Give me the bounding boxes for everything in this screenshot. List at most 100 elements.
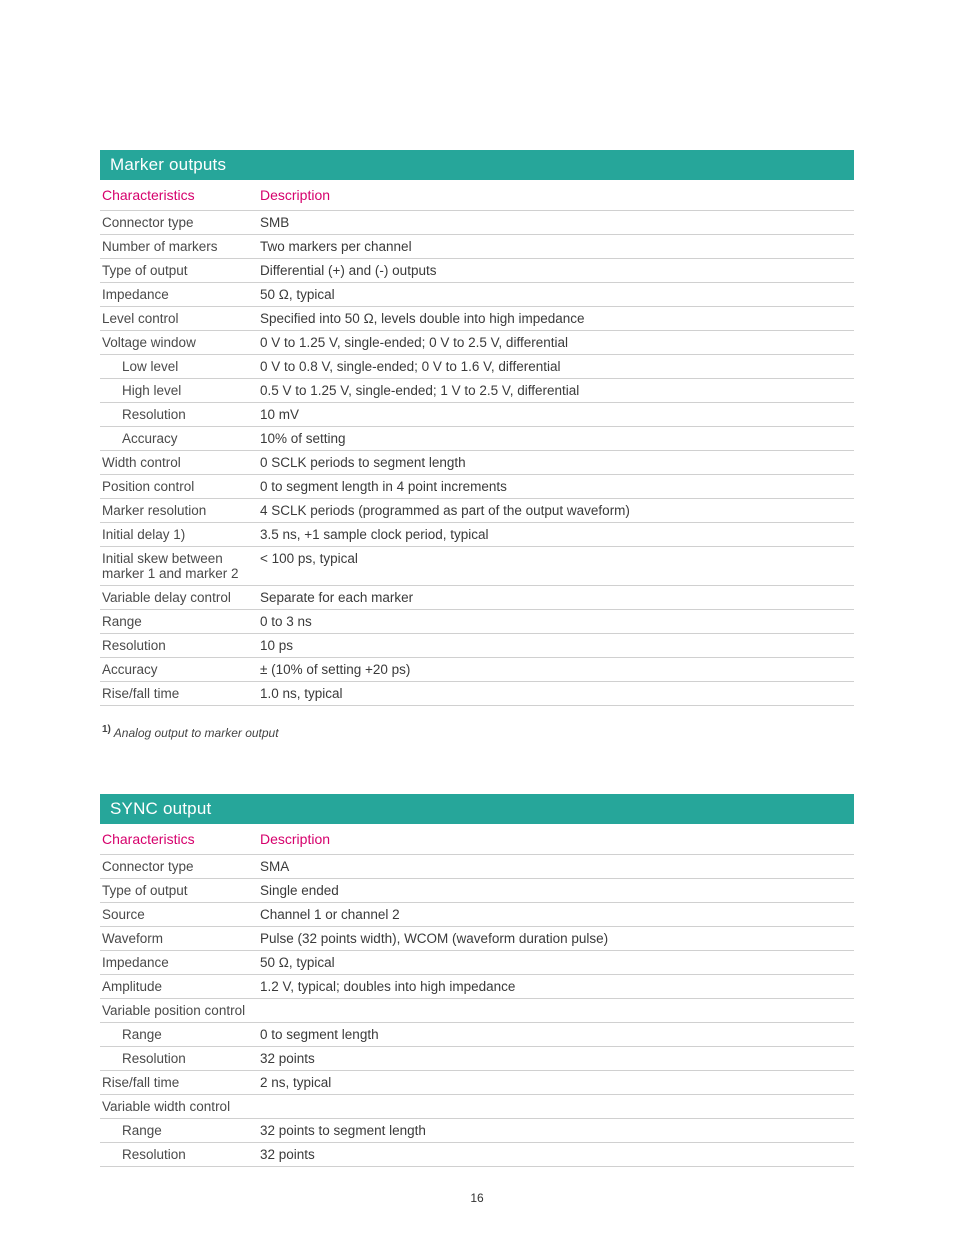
- table-row: Number of markersTwo markers per channel: [100, 235, 854, 259]
- table-row: Resolution10 ps: [100, 634, 854, 658]
- spec-table: SYNC outputCharacteristicsDescriptionCon…: [100, 794, 854, 1167]
- table-row: Initial skew between marker 1 and marker…: [100, 547, 854, 586]
- table-row: Variable delay controlSeparate for each …: [100, 586, 854, 610]
- table-row: Rise/fall time1.0 ns, typical: [100, 682, 854, 706]
- cell-description: Pulse (32 points width), WCOM (waveform …: [260, 927, 854, 950]
- cell-description: [260, 1095, 854, 1103]
- cell-description: 32 points: [260, 1047, 854, 1070]
- table-row: Range0 to segment length: [100, 1023, 854, 1047]
- cell-characteristic: Impedance: [100, 283, 260, 306]
- cell-description: 2 ns, typical: [260, 1071, 854, 1094]
- cell-characteristic: Type of output: [100, 879, 260, 902]
- table-row: SourceChannel 1 or channel 2: [100, 903, 854, 927]
- cell-description: 0.5 V to 1.25 V, single-ended; 1 V to 2.…: [260, 379, 854, 402]
- column-header-characteristics: Characteristics: [100, 180, 260, 210]
- cell-characteristic: Level control: [100, 307, 260, 330]
- footnote-text: Analog output to marker output: [111, 726, 279, 740]
- cell-description: Differential (+) and (-) outputs: [260, 259, 854, 282]
- cell-description: Separate for each marker: [260, 586, 854, 609]
- table-row: Variable position control: [100, 999, 854, 1023]
- table-header-bar: SYNC output: [100, 794, 854, 824]
- table-row: Range32 points to segment length: [100, 1119, 854, 1143]
- cell-description: 0 to 3 ns: [260, 610, 854, 633]
- cell-characteristic: Marker resolution: [100, 499, 260, 522]
- cell-characteristic: Rise/fall time: [100, 682, 260, 705]
- table-row: WaveformPulse (32 points width), WCOM (w…: [100, 927, 854, 951]
- cell-characteristic: Width control: [100, 451, 260, 474]
- cell-description: Channel 1 or channel 2: [260, 903, 854, 926]
- cell-description: 0 to segment length: [260, 1023, 854, 1046]
- cell-characteristic: Source: [100, 903, 260, 926]
- table-header-spacer: [260, 150, 854, 180]
- cell-description: 10% of setting: [260, 427, 854, 450]
- cell-description: 1.0 ns, typical: [260, 682, 854, 705]
- table-header-bar: Marker outputs: [100, 150, 854, 180]
- table-row: High level0.5 V to 1.25 V, single-ended;…: [100, 379, 854, 403]
- table-row: Amplitude1.2 V, typical; doubles into hi…: [100, 975, 854, 999]
- table-row: Accuracy10% of setting: [100, 427, 854, 451]
- table-row: Accuracy± (10% of setting +20 ps): [100, 658, 854, 682]
- table-row: Connector typeSMA: [100, 855, 854, 879]
- cell-description: 50 Ω, typical: [260, 283, 854, 306]
- table-row: Resolution10 mV: [100, 403, 854, 427]
- cell-characteristic: Rise/fall time: [100, 1071, 260, 1094]
- cell-description: < 100 ps, typical: [260, 547, 854, 570]
- cell-description: SMB: [260, 211, 854, 234]
- column-header-characteristics: Characteristics: [100, 824, 260, 854]
- table-row: Range0 to 3 ns: [100, 610, 854, 634]
- cell-description: 50 Ω, typical: [260, 951, 854, 974]
- cell-description: [260, 999, 854, 1007]
- cell-characteristic: High level: [100, 379, 260, 402]
- cell-description: ± (10% of setting +20 ps): [260, 658, 854, 681]
- table-row: Low level0 V to 0.8 V, single-ended; 0 V…: [100, 355, 854, 379]
- column-header-row: CharacteristicsDescription: [100, 180, 854, 211]
- cell-description: 10 mV: [260, 403, 854, 426]
- spec-table: Marker outputsCharacteristicsDescription…: [100, 150, 854, 706]
- cell-description: Specified into 50 Ω, levels double into …: [260, 307, 854, 330]
- cell-characteristic: Waveform: [100, 927, 260, 950]
- cell-characteristic: Variable position control: [100, 999, 260, 1022]
- cell-characteristic: Impedance: [100, 951, 260, 974]
- cell-description: 3.5 ns, +1 sample clock period, typical: [260, 523, 854, 546]
- cell-characteristic: Range: [100, 610, 260, 633]
- cell-characteristic: Low level: [100, 355, 260, 378]
- cell-description: 0 to segment length in 4 point increment…: [260, 475, 854, 498]
- table-row: Type of outputDifferential (+) and (-) o…: [100, 259, 854, 283]
- cell-characteristic: Accuracy: [100, 658, 260, 681]
- cell-characteristic: Resolution: [100, 1047, 260, 1070]
- cell-characteristic: Position control: [100, 475, 260, 498]
- table-row: Width control0 SCLK periods to segment l…: [100, 451, 854, 475]
- column-header-row: CharacteristicsDescription: [100, 824, 854, 855]
- cell-characteristic: Number of markers: [100, 235, 260, 258]
- table-row: Type of outputSingle ended: [100, 879, 854, 903]
- table-row: Resolution32 points: [100, 1047, 854, 1071]
- cell-characteristic: Initial skew between marker 1 and marker…: [100, 547, 260, 585]
- cell-characteristic: Resolution: [100, 634, 260, 657]
- table-row: Voltage window0 V to 1.25 V, single-ende…: [100, 331, 854, 355]
- footnote: 1) Analog output to marker output: [100, 720, 854, 740]
- cell-description: Single ended: [260, 879, 854, 902]
- column-header-description: Description: [260, 180, 854, 210]
- cell-characteristic: Range: [100, 1023, 260, 1046]
- cell-description: Two markers per channel: [260, 235, 854, 258]
- cell-description: 0 V to 0.8 V, single-ended; 0 V to 1.6 V…: [260, 355, 854, 378]
- cell-characteristic: Variable width control: [100, 1095, 260, 1118]
- cell-characteristic: Resolution: [100, 403, 260, 426]
- table-row: Rise/fall time2 ns, typical: [100, 1071, 854, 1095]
- cell-characteristic: Variable delay control: [100, 586, 260, 609]
- table-row: Marker resolution4 SCLK periods (program…: [100, 499, 854, 523]
- table-row: Position control0 to segment length in 4…: [100, 475, 854, 499]
- cell-description: 32 points: [260, 1143, 854, 1166]
- cell-characteristic: Range: [100, 1119, 260, 1142]
- table-header-spacer: [260, 794, 854, 824]
- cell-characteristic: Initial delay 1): [100, 523, 260, 546]
- page-number: 16: [100, 1191, 854, 1205]
- cell-characteristic: Amplitude: [100, 975, 260, 998]
- cell-characteristic: Type of output: [100, 259, 260, 282]
- cell-characteristic: Connector type: [100, 855, 260, 878]
- table-title: SYNC output: [100, 794, 260, 824]
- table-row: Connector typeSMB: [100, 211, 854, 235]
- cell-description: SMA: [260, 855, 854, 878]
- table-row: Impedance50 Ω, typical: [100, 951, 854, 975]
- table-row: Level controlSpecified into 50 Ω, levels…: [100, 307, 854, 331]
